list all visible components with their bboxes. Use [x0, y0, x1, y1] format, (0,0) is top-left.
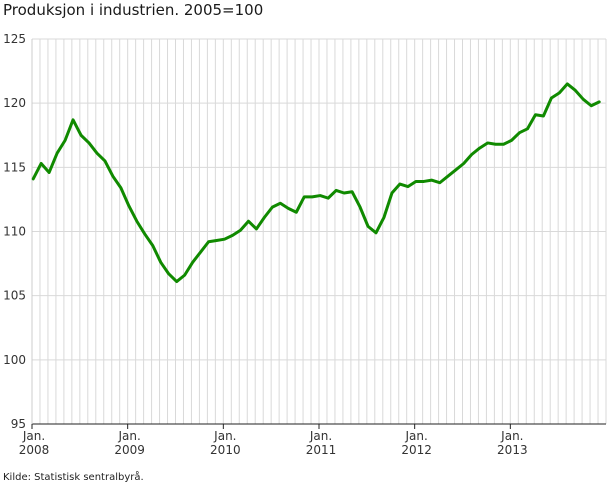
x-tick-label: 2013 [497, 443, 528, 457]
x-tick-label: 2012 [401, 443, 432, 457]
y-tick-label: 105 [3, 289, 26, 303]
x-tick-label: 2008 [19, 443, 50, 457]
y-tick-label: 115 [3, 160, 26, 174]
y-tick-label: 120 [3, 96, 26, 110]
y-tick-label: 95 [11, 417, 26, 431]
grid-lines [32, 38, 607, 424]
x-tick-label: Jan. [405, 429, 428, 443]
y-tick-label: 110 [3, 225, 26, 239]
y-axis-ticks: 95 100 105 110 115 120 125 [3, 32, 26, 431]
x-axis-ticks: Jan.2008Jan.2009Jan.2010Jan.2011Jan.2012… [19, 424, 528, 457]
chart-title: Produksjon i industrien. 2005=100 [3, 1, 264, 19]
y-tick-label: 125 [3, 32, 26, 46]
x-tick-label: 2009 [114, 443, 145, 457]
series-group [31, 82, 601, 284]
y-tick-label: 100 [3, 353, 26, 367]
x-tick-label: Jan. [309, 429, 332, 443]
x-tick-label: 2010 [210, 443, 241, 457]
x-tick-label: Jan. [22, 429, 45, 443]
x-tick-label: 2011 [306, 443, 337, 457]
series-line [31, 82, 601, 284]
x-tick-label: Jan. [118, 429, 141, 443]
source-note: Kilde: Statistisk sentralbyrå. [3, 472, 144, 483]
x-tick-label: Jan. [500, 429, 523, 443]
x-tick-label: Jan. [213, 429, 236, 443]
